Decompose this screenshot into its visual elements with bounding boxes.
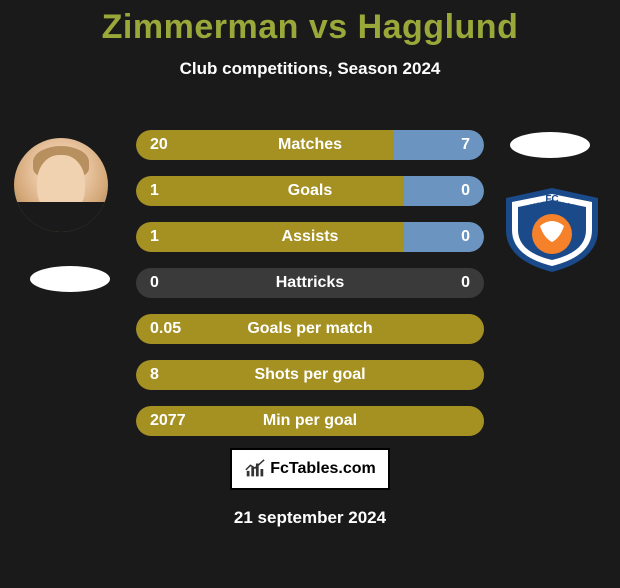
stat-row: 2077Min per goal [136, 406, 484, 436]
chart-icon [244, 458, 266, 480]
shield-icon: FC CINCINNATI [502, 186, 602, 274]
stat-row: 10Goals [136, 176, 484, 206]
stat-row: 00Hattricks [136, 268, 484, 298]
stat-row: 207Matches [136, 130, 484, 160]
bar-right-fill [404, 176, 484, 206]
flag-oval-right [510, 132, 590, 158]
source-logo-text: FcTables.com [270, 460, 376, 478]
page-title: Zimmerman vs Hagglund [0, 8, 620, 47]
stat-row: 0.05Goals per match [136, 314, 484, 344]
bar-right-fill [404, 222, 484, 252]
player-avatar-left [14, 138, 108, 232]
flag-oval-left [30, 266, 110, 292]
bar-background [136, 268, 484, 298]
bar-left-fill [136, 360, 484, 390]
page-subtitle: Club competitions, Season 2024 [0, 59, 620, 79]
stat-bars: 207Matches 10Goals 10Assists 00Hattricks 0.0… [136, 130, 484, 452]
stat-row: 10Assists [136, 222, 484, 252]
bar-left-fill [136, 222, 404, 252]
team-badge-right: FC CINCINNATI [502, 186, 602, 274]
source-logo: FcTables.com [230, 448, 390, 490]
bar-right-fill [394, 130, 484, 160]
bar-left-fill [136, 176, 404, 206]
comparison-infographic: Zimmerman vs Hagglund Club competitions,… [0, 8, 620, 588]
bar-left-fill [136, 314, 484, 344]
avatar-jersey [14, 202, 108, 232]
stat-row: 8Shots per goal [136, 360, 484, 390]
bar-left-fill [136, 130, 394, 160]
bar-left-fill [136, 406, 484, 436]
generation-date: 21 september 2024 [0, 508, 620, 528]
